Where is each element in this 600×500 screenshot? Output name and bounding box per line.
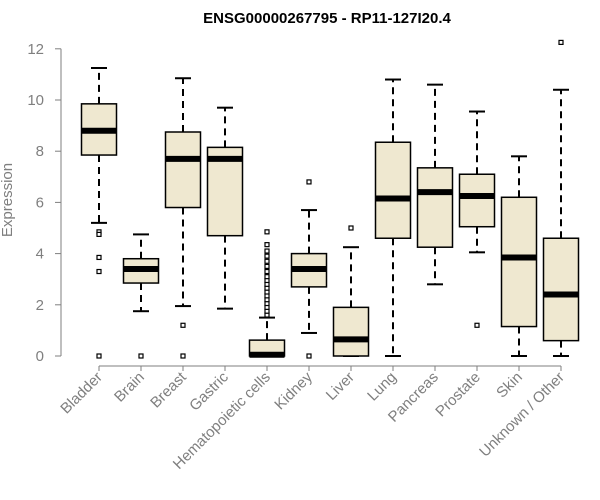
y-axis-title: Expression [0,163,16,237]
outlier-point [96,268,102,275]
box-hematopoietic-cells [248,229,286,358]
y-tick-label: 10 [27,92,44,109]
outlier-point [264,258,270,264]
box-iqr [332,306,370,357]
outlier-point [96,353,102,359]
outlier-point [264,263,270,269]
outlier-point [306,179,312,185]
box-iqr [374,141,412,239]
x-tick-label: Lung [364,369,400,405]
outlier-point [264,229,270,235]
x-tick-label: Liver [323,369,358,404]
box-brain [122,233,160,359]
x-tick-label: Brain [111,369,148,406]
x-tick-label: Breast [147,368,190,411]
outlier-point [348,225,354,231]
outlier-point [96,254,102,261]
y-axis: 0 2 4 6 8 10 12 [27,41,62,365]
outlier-point [264,268,270,275]
outlier-point [264,274,270,280]
box-unknown-other [542,39,580,357]
box-gastric [206,106,244,310]
box-iqr [164,131,202,209]
boxes-group [80,39,580,359]
y-tick-label: 0 [36,348,44,365]
outlier-point [138,353,144,359]
y-tick-label: 4 [36,246,44,263]
outlier-point [264,248,270,254]
outlier-point [96,231,102,237]
outlier-point [264,242,270,248]
box-bladder [80,67,118,359]
box-pancreas [416,83,454,286]
x-tick-label: Kidney [271,368,316,413]
y-tick-label: 6 [36,194,44,211]
box-iqr [416,167,454,248]
outlier-point [474,322,480,328]
box-liver [332,225,370,357]
box-iqr [500,196,538,328]
box-iqr [542,237,580,342]
x-tick-label: Bladder [57,369,106,418]
box-breast [164,77,202,359]
box-lung [374,78,412,357]
outlier-point [264,253,270,259]
outlier-point [306,353,312,359]
y-tick-label: 2 [36,297,44,314]
y-tick-label: 8 [36,143,44,160]
box-prostate [458,110,496,328]
outlier-point [180,353,186,359]
box-skin [500,155,538,357]
box-iqr [206,146,244,237]
x-tick-label: Prostate [432,369,484,421]
outlier-point [180,322,186,328]
chart-title: ENSG00000267795 - RP11-127I20.4 [203,10,451,27]
x-tick-label: Skin [493,369,526,402]
box-kidney [290,179,328,359]
y-tick-label: 12 [27,41,44,58]
box-iqr [458,173,496,228]
outlier-point [558,39,564,46]
